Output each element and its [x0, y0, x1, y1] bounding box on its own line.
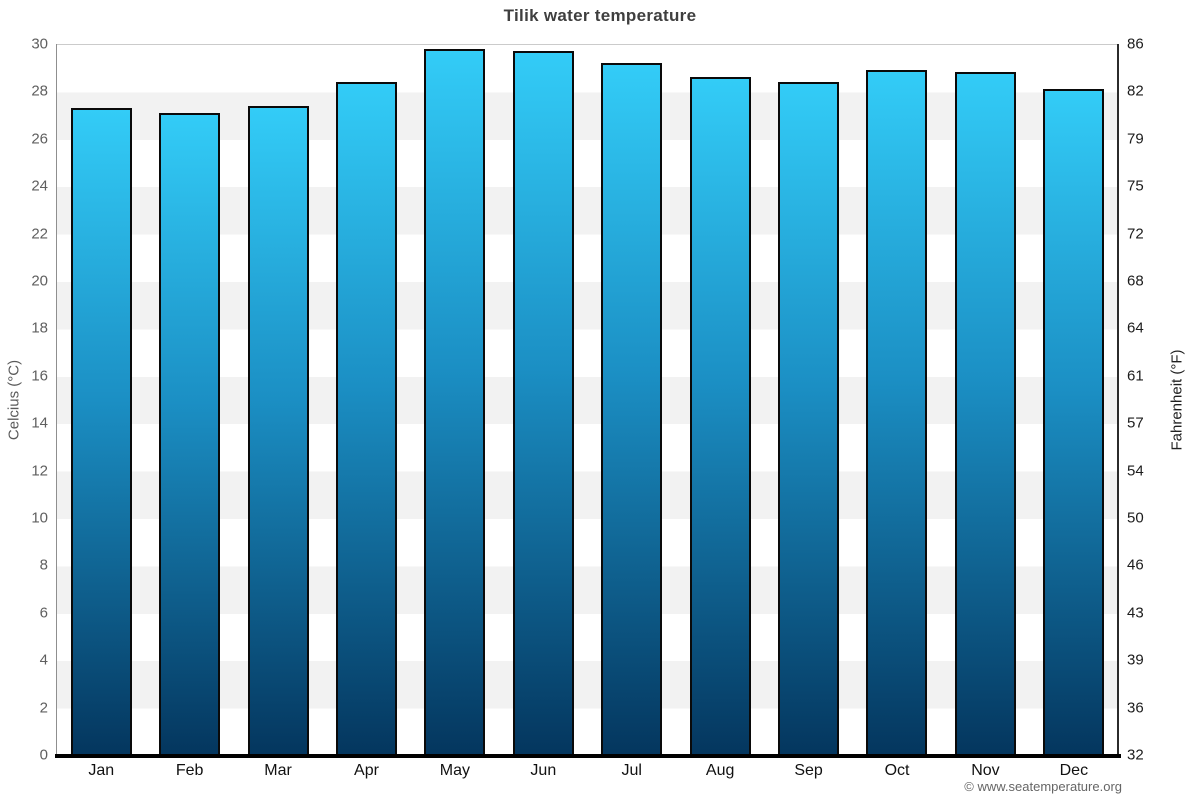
y-axis-line-left: [56, 44, 57, 755]
bar: [954, 72, 1016, 755]
bar: [601, 62, 663, 755]
y-tick-label-left: 14: [31, 414, 48, 432]
y-tick-label-left: 6: [39, 604, 48, 622]
bars-group: [57, 44, 1118, 755]
x-tick-label: Jun: [530, 762, 557, 779]
bar: [71, 108, 132, 755]
y-tick-label-left: 4: [39, 651, 48, 669]
y-tick-label-left: 0: [39, 746, 48, 764]
x-tick-label: May: [439, 762, 471, 779]
y-tick-label-left: 10: [31, 509, 48, 527]
y-tick-label-right: 72: [1127, 225, 1144, 243]
x-tick-label: Feb: [175, 762, 204, 779]
y-tick-label-left: 26: [31, 130, 48, 148]
y-tick-label-right: 54: [1127, 462, 1144, 480]
y-tick-label-right: 68: [1127, 272, 1144, 290]
bar: [424, 48, 486, 755]
bar: [866, 70, 928, 755]
bar: [512, 51, 574, 755]
y-tick-label-right: 32: [1127, 746, 1144, 764]
y-tick-label-right: 61: [1127, 367, 1144, 385]
y-tick-label-left: 30: [31, 35, 48, 53]
y-tick-label-right: 75: [1127, 177, 1144, 195]
x-tick-label: Oct: [884, 762, 910, 779]
y-tick-label-left: 2: [39, 699, 48, 717]
x-tick-label: Jan: [88, 762, 115, 779]
bar: [689, 77, 751, 755]
y-tick-label-right: 46: [1127, 556, 1144, 574]
y-axis-label-left: Celcius (°C): [5, 359, 23, 441]
x-axis-labels: Jan Feb Mar Apr May Jun Jul Aug Sep Oct Nov Dec: [57, 762, 1118, 780]
y-tick-label-left: 16: [31, 367, 48, 385]
y-tick-label-left: 20: [31, 272, 48, 290]
y-tick-label-right: 39: [1127, 651, 1144, 669]
y-tick-label-left: 8: [39, 556, 48, 574]
bar: [777, 81, 839, 755]
y-tick-label-right: 50: [1127, 509, 1144, 527]
x-tick-label: Apr: [354, 762, 379, 779]
y-tick-label-left: 28: [31, 82, 48, 100]
y-axis-line-right: [1117, 44, 1119, 755]
plot-area: [57, 44, 1118, 756]
chart-title: Tilik water temperature: [503, 6, 697, 25]
y-tick-label-left: 18: [31, 319, 48, 337]
x-tick-label: Jul: [621, 762, 642, 779]
y-tick-label-right: 36: [1127, 699, 1144, 717]
copyright-credit: © www.seatemperature.org: [964, 779, 1122, 794]
y-axis-label-right: Fahrenheit (°F): [1168, 349, 1186, 451]
y-tick-label-left: 22: [31, 225, 48, 243]
y-tick-label-right: 86: [1127, 35, 1144, 53]
x-tick-label: Sep: [794, 762, 823, 779]
y-tick-label-right: 82: [1127, 82, 1144, 100]
x-tick-label: Nov: [971, 762, 1000, 779]
bar: [336, 81, 398, 755]
x-axis-line: [55, 754, 1121, 758]
y-tick-label-right: 57: [1127, 414, 1144, 432]
x-tick-label: Aug: [705, 762, 735, 779]
x-tick-label: Mar: [264, 762, 292, 779]
y-tick-label-right: 79: [1127, 130, 1144, 148]
x-tick-label: Dec: [1059, 762, 1089, 779]
bar: [1042, 89, 1104, 755]
y-tick-label-left: 12: [31, 462, 48, 480]
y-tick-label-right: 64: [1127, 319, 1144, 337]
y-tick-label-left: 24: [31, 177, 48, 195]
y-tick-label-right: 43: [1127, 604, 1144, 622]
bar: [247, 105, 309, 755]
bar: [159, 112, 221, 755]
